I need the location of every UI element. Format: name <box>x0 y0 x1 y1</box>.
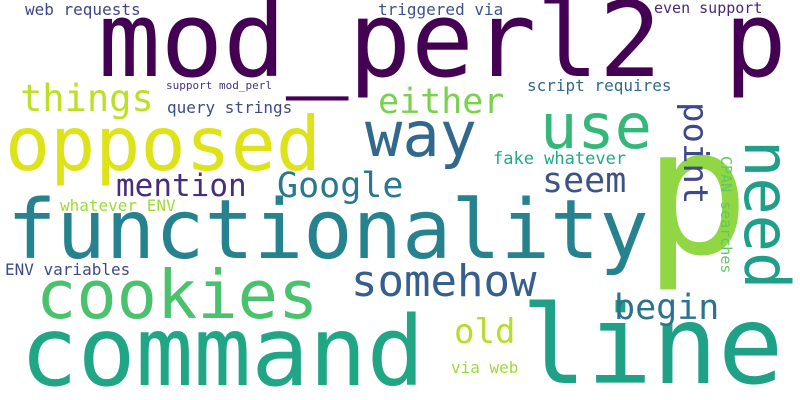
word-line: line <box>521 282 784 400</box>
word-google: Google <box>277 166 404 206</box>
word-things: things <box>20 77 154 120</box>
word-cookies: cookies <box>36 256 319 334</box>
word-use: use <box>540 90 652 163</box>
word-command: command <box>20 296 425 400</box>
word-seem: seem <box>542 161 627 201</box>
word-triggered-via: triggered via <box>378 0 504 19</box>
word-env-variables: ENV variables <box>5 260 131 279</box>
word-even-support: even support <box>654 0 763 17</box>
word-either: either <box>378 82 505 122</box>
word-point: point <box>675 102 715 205</box>
word-script-requires: script requires <box>527 76 672 95</box>
word-functionality: functionality <box>7 183 649 278</box>
word-mention: mention <box>116 168 247 204</box>
word-way: way <box>365 98 477 171</box>
word-cpan-searches: CPAN searches <box>717 156 735 274</box>
word-query-strings: query strings <box>167 98 293 117</box>
word-somehow: somehow <box>351 256 537 307</box>
word-p: p <box>644 92 750 295</box>
word-fake-whatever: fake whatever <box>493 149 627 169</box>
word-old: old <box>454 312 516 352</box>
word-web-requests: web requests <box>25 0 141 19</box>
word-whatever-env: whatever ENV <box>60 196 176 215</box>
word-opposed: opposed <box>5 100 322 188</box>
word-support-mod-perl: support mod_perl <box>166 79 272 92</box>
word-mod-perl2-p: mod_perl2 p <box>98 0 787 101</box>
word-need: need <box>730 140 800 290</box>
word-via-web: via web <box>451 358 519 377</box>
word-begin: begin <box>614 288 720 328</box>
